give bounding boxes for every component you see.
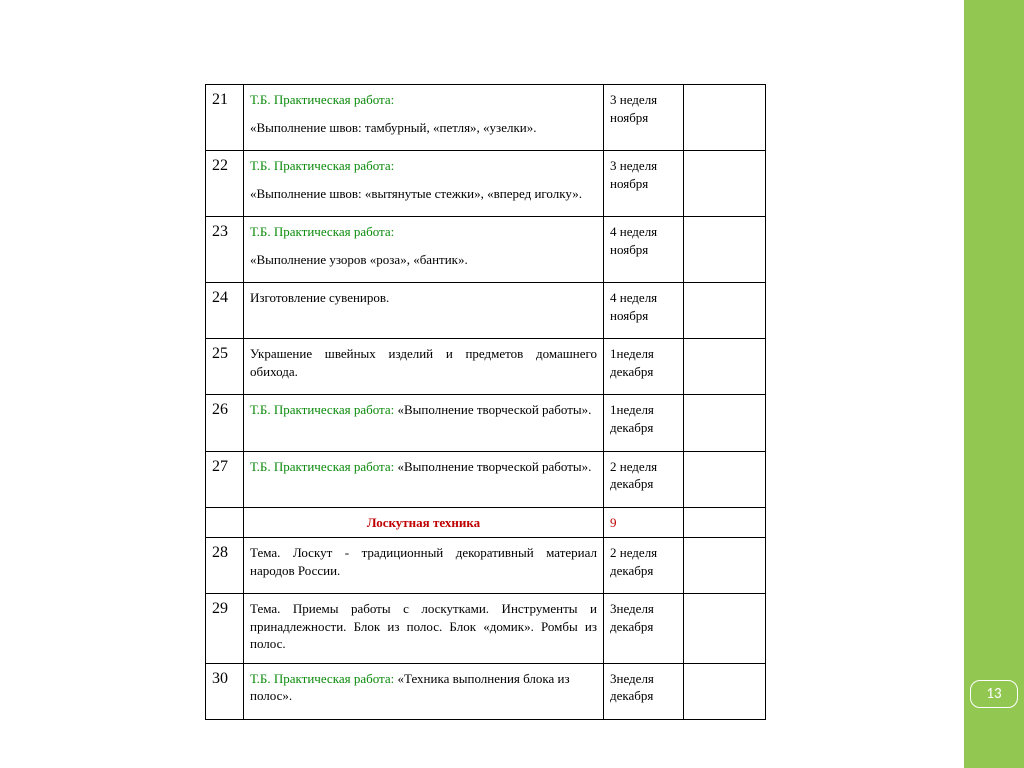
row-number: 28 (206, 538, 244, 594)
description-text: «Выполнение творческой работы». (398, 459, 592, 474)
row-number: 24 (206, 283, 244, 339)
row-date: 2 неделя декабря (604, 538, 684, 594)
row-description: Т.Б. Практическая работа: «Выполнение узо… (244, 217, 604, 283)
table-row: 21 Т.Б. Практическая работа: «Выполнение ш… (206, 85, 766, 151)
row-number: 27 (206, 451, 244, 507)
description-text: Тема. Приемы работы с лоскутками. Инстру… (250, 601, 597, 651)
table-row: Лоскутная техника 9 (206, 507, 766, 538)
empty-cell (684, 217, 766, 283)
section-title-cell: Лоскутная техника (244, 507, 604, 538)
table-row: 23 Т.Б. Практическая работа: «Выполнение у… (206, 217, 766, 283)
row-description: Т.Б. Практическая работа: «Выполнение шво… (244, 85, 604, 151)
row-date: 1неделя декабря (604, 339, 684, 395)
row-number: 26 (206, 395, 244, 451)
empty-cell (684, 594, 766, 664)
row-number: 23 (206, 217, 244, 283)
tb-label: Т.Б. Практическая работа: (250, 158, 394, 173)
row-date: 1неделя декабря (604, 395, 684, 451)
page-number: 13 (986, 685, 1001, 703)
description-text: «Выполнение узоров «роза», «бантик». (250, 251, 597, 269)
row-description: Тема. Лоскут - традиционный декоративный… (244, 538, 604, 594)
table-row: 30Т.Б. Практическая работа: «Техника вып… (206, 663, 766, 719)
description-text: «Выполнение творческой работы». (398, 402, 592, 417)
section-count-cell: 9 (604, 507, 684, 538)
empty-cell (684, 85, 766, 151)
description-text: «Выполнение швов: тамбурный, «петля», «у… (250, 119, 597, 137)
description-text: «Выполнение швов: «вытянутые стежки», «в… (250, 185, 597, 203)
row-number: 25 (206, 339, 244, 395)
empty-cell (684, 451, 766, 507)
row-number: 29 (206, 594, 244, 664)
section-count: 9 (610, 514, 677, 532)
tb-label: Т.Б. Практическая работа: (250, 92, 394, 107)
row-description: Украшение швейных изделий и предметов до… (244, 339, 604, 395)
row-date: 3неделя декабря (604, 663, 684, 719)
row-description: Изготовление сувениров. (244, 283, 604, 339)
empty-cell (684, 151, 766, 217)
row-description: Т.Б. Практическая работа: «Выполнение тв… (244, 451, 604, 507)
tb-label: Т.Б. Практическая работа: (250, 402, 398, 417)
tb-label: Т.Б. Практическая работа: (250, 671, 398, 686)
curriculum-table: 21 Т.Б. Практическая работа: «Выполнение ш… (205, 84, 766, 720)
page-number-badge: 13 (970, 680, 1018, 708)
table-row: 24 Изготовление сувениров. 4 неделя ноября (206, 283, 766, 339)
section-title: Лоскутная техника (250, 514, 597, 532)
row-date: 4 неделя ноября (604, 217, 684, 283)
tb-label: Т.Б. Практическая работа: (250, 459, 398, 474)
description-text: Тема. Лоскут - традиционный декоративный… (250, 545, 597, 578)
table-row: 28Тема. Лоскут - традиционный декоративн… (206, 538, 766, 594)
table-row: 25Украшение швейных изделий и предметов … (206, 339, 766, 395)
table-row: 27Т.Б. Практическая работа: «Выполнение … (206, 451, 766, 507)
row-description: Т.Б. Практическая работа: «Выполнение тв… (244, 395, 604, 451)
row-number (206, 507, 244, 538)
row-date: 3неделя декабря (604, 594, 684, 664)
tb-label: Т.Б. Практическая работа: (250, 224, 394, 239)
empty-cell (684, 395, 766, 451)
row-description: Тема. Приемы работы с лоскутками. Инстру… (244, 594, 604, 664)
row-date: 3 неделя ноября (604, 151, 684, 217)
row-date: 2 неделя декабря (604, 451, 684, 507)
row-description: Т.Б. Практическая работа: «Техника выпол… (244, 663, 604, 719)
row-number: 22 (206, 151, 244, 217)
description-text: Украшение швейных изделий и предметов до… (250, 346, 597, 379)
row-date: 4 неделя ноября (604, 283, 684, 339)
empty-cell (684, 507, 766, 538)
row-date: 3 неделя ноября (604, 85, 684, 151)
description-text: Изготовление сувениров. (250, 290, 389, 305)
document-content: 21 Т.Б. Практическая работа: «Выполнение ш… (205, 84, 765, 720)
empty-cell (684, 339, 766, 395)
empty-cell (684, 283, 766, 339)
table-row: 22 Т.Б. Практическая работа: «Выполнение ш… (206, 151, 766, 217)
table-row: 29Тема. Приемы работы с лоскутками. Инст… (206, 594, 766, 664)
empty-cell (684, 663, 766, 719)
table-row: 26Т.Б. Практическая работа: «Выполнение … (206, 395, 766, 451)
row-number: 21 (206, 85, 244, 151)
green-sidebar: 13 (964, 0, 1024, 768)
empty-cell (684, 538, 766, 594)
row-number: 30 (206, 663, 244, 719)
row-description: Т.Б. Практическая работа: «Выполнение шво… (244, 151, 604, 217)
